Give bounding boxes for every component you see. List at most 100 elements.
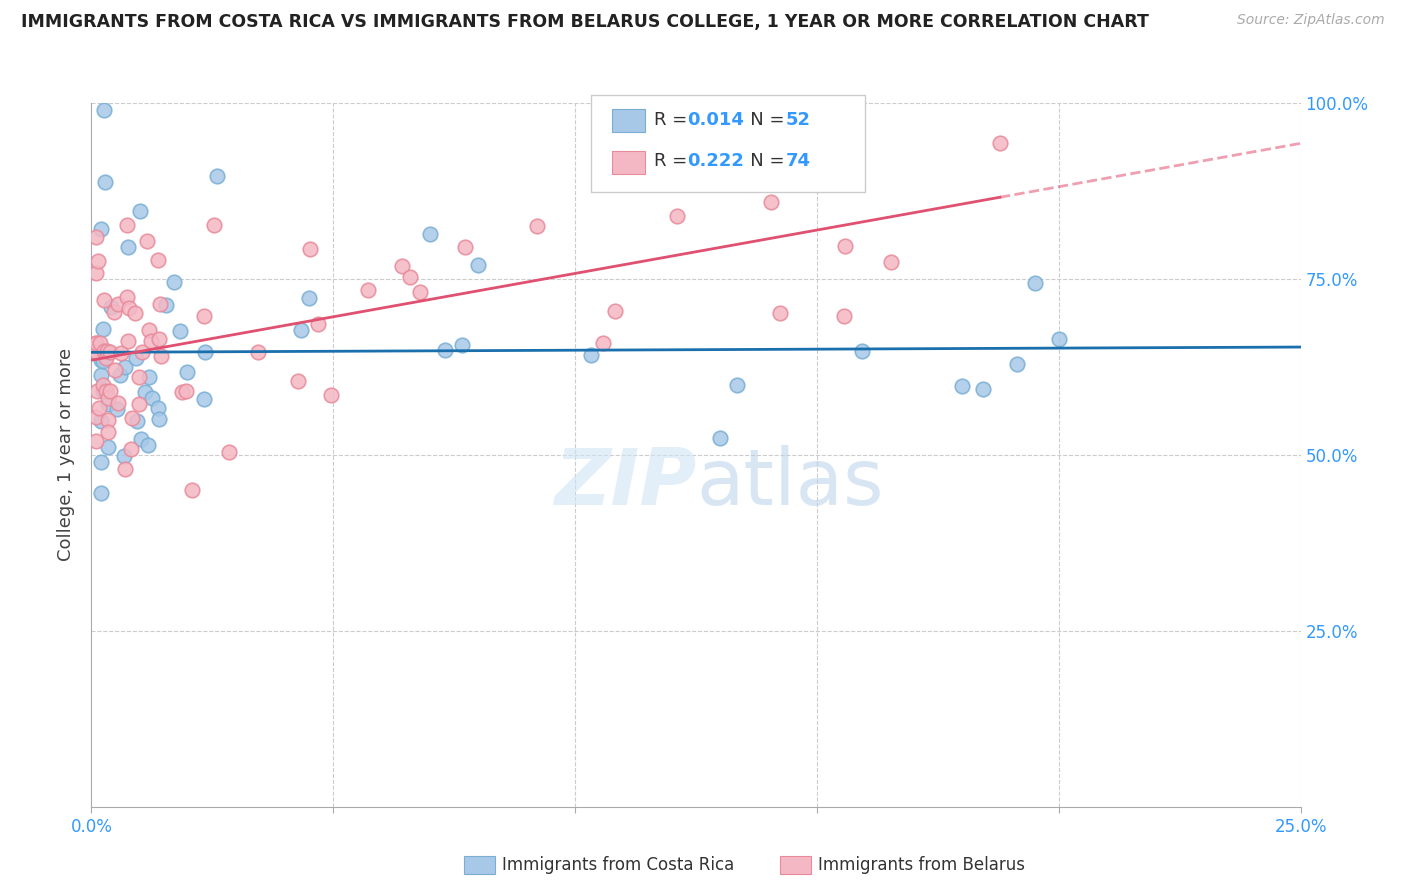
Text: 74: 74 [786,153,811,170]
Point [110,346,132,360]
Point [89,401,111,415]
Point [115,218,138,232]
Point [832,309,855,323]
Point [141,391,163,405]
Point [94,175,117,189]
Text: R =: R = [654,153,693,170]
Point [90,353,112,368]
Point [526,219,548,234]
Text: 52: 52 [786,111,811,128]
Point [769,306,792,320]
Point [90,222,112,236]
Point [90,345,112,359]
Point [454,240,477,254]
Point [97,425,120,439]
Point [107,396,129,410]
Point [163,275,186,289]
Point [93,103,115,117]
Point [98,345,121,359]
Point [84,344,107,359]
Point [84,344,107,359]
Text: R =: R = [654,111,693,128]
Point [129,432,152,446]
Point [125,351,148,365]
Point [299,242,322,256]
Point [950,378,973,392]
Point [117,334,139,349]
Point [246,345,269,359]
Point [207,169,229,183]
Point [176,365,198,379]
Point [851,343,873,358]
Point [709,431,731,445]
Point [357,283,380,297]
Point [128,370,150,384]
Point [138,438,160,452]
Point [86,384,108,398]
Point [90,368,112,382]
Point [114,462,136,476]
Point [1005,358,1028,372]
Point [169,324,191,338]
Point [84,409,107,424]
Point [114,359,136,374]
Point [146,252,169,267]
Point [91,322,114,336]
Point [117,240,139,254]
Point [94,384,117,398]
Point [433,343,456,358]
Point [172,384,194,399]
Point [107,297,129,311]
Point [193,309,215,323]
Point [451,338,474,352]
Point [91,384,114,399]
Point [84,266,107,280]
Point [319,387,342,401]
Point [148,412,170,426]
Point [135,234,157,248]
Point [972,383,994,397]
Point [103,305,125,319]
Point [193,392,215,406]
Point [398,269,420,284]
Point [176,384,198,399]
Point [84,335,107,350]
Point [93,293,115,307]
Text: IMMIGRANTS FROM COSTA RICA VS IMMIGRANTS FROM BELARUS COLLEGE, 1 YEAR OR MORE CO: IMMIGRANTS FROM COSTA RICA VS IMMIGRANTS… [21,13,1149,31]
Point [409,285,432,300]
Point [181,483,204,498]
Point [97,413,120,427]
Point [149,297,172,311]
Point [287,374,309,388]
Point [138,323,160,337]
Point [419,227,441,242]
Point [391,260,413,274]
Point [118,301,141,315]
Point [1047,332,1070,346]
Point [91,378,114,392]
Point [759,194,782,209]
Point [129,204,152,219]
Point [125,414,148,428]
Point [988,136,1011,151]
Point [298,291,321,305]
Point [725,377,748,392]
Point [87,254,110,268]
Text: N =: N = [733,111,790,128]
Point [688,171,710,186]
Point [105,402,128,417]
Point [89,336,111,351]
Point [202,218,225,232]
Point [120,442,142,457]
Point [93,344,115,359]
Point [218,445,240,459]
Point [834,238,856,252]
Point [108,368,131,382]
Point [100,300,122,314]
Point [148,332,170,346]
Text: Immigrants from Costa Rica: Immigrants from Costa Rica [502,856,734,874]
Point [90,414,112,428]
Point [194,345,217,359]
Point [605,304,627,318]
Point [124,305,146,319]
